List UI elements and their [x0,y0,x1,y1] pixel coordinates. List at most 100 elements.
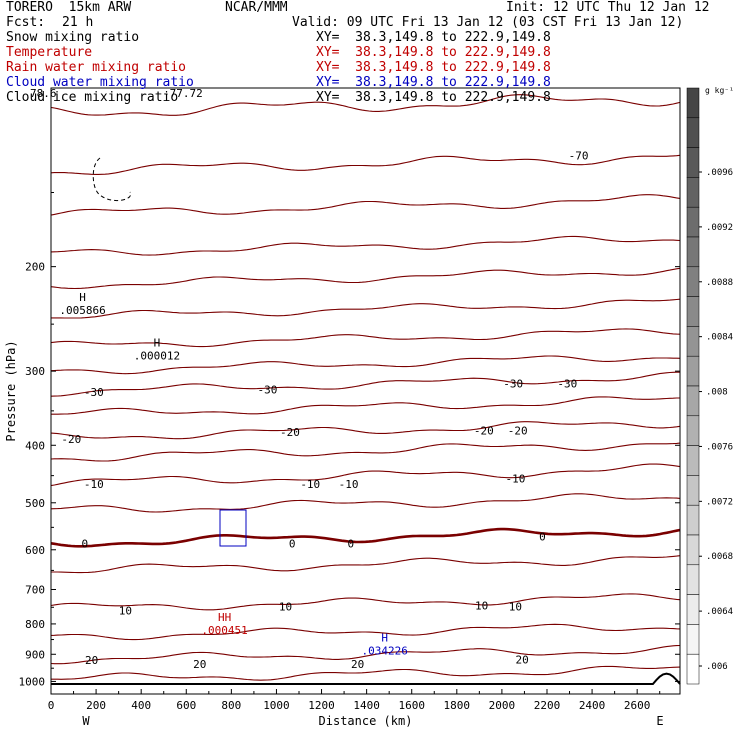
colorbar: g kg⁻¹ .0096 .0092 .0088 .0084 .008 .0076 .0072… [686,86,734,685]
extremum-value: .000451 [201,624,247,637]
colorbar-segment [686,534,700,566]
isotherm-label-20: 10 [509,601,522,614]
colorbar-segment [686,415,700,446]
colorbar-segment [686,564,700,595]
plot-frame [50,87,681,695]
terrain-surface [51,672,681,685]
x-tick-label: 1200 [308,699,335,712]
colorbar-tick-label: .0084 [706,333,733,343]
colorbar-segment [686,594,700,625]
colorbar-segment [686,117,700,148]
isotherm-label-4: -30 [557,378,577,391]
isotherm-10 [50,593,681,611]
isotherm-label-11: -10 [339,478,359,491]
isotherm-label-14: 0 [289,537,296,550]
extremum-high-label: HH [218,611,231,624]
x-tick-label: 2200 [534,699,561,712]
isotherm-label-13: 0 [82,537,89,550]
field-xy-cloud-water: XY= 38.3,149.8 to 222.9,149.8 [316,75,551,90]
y-tick-label: 900 [25,648,45,661]
init-time: Init: 12 UTC Thu 12 Jan 12 [506,0,710,15]
forecast-hours: 21 h [62,15,94,30]
colorbar-segment [686,355,700,387]
extremum-value: .000012 [134,349,180,362]
field-name-cloud-water: Cloud water mixing ratio [6,75,194,90]
isotherm-label-2: -30 [257,383,277,396]
isotherm-label-9: -10 [84,478,104,491]
colorbar-tick-label: .0092 [706,223,733,233]
x-tick-label: 800 [221,699,241,712]
colorbar-tick-label: .0072 [706,497,733,507]
colorbar-segment [686,147,700,178]
colorbar-segment [686,653,700,685]
rain-contour [219,509,247,547]
isotherm-label-17: 10 [119,605,132,618]
y-tick-label: 700 [25,584,45,597]
isotherm--55 [50,235,681,256]
isotherm--40 [50,328,681,348]
isotherm--35 [50,355,681,375]
x-tick-label: 200 [86,699,106,712]
x-end-label-west: W [82,714,90,728]
field-xy-cloud-ice: XY= 38.3,149.8 to 222.9,149.8 [316,90,551,105]
colorbar-tick-label: .0064 [706,607,733,617]
field-name-snow: Snow mixing ratio [6,30,140,45]
isotherm--20 [50,421,681,440]
isotherm-label-5: -20 [61,433,81,446]
y-tick-label: 600 [25,544,45,557]
isotherm--65 [50,154,681,175]
colorbar-segment [686,296,700,327]
model-title: TORERO 15km ARW [6,0,132,15]
forecast-label: Fcst: [6,15,46,30]
isotherm-label-10: -10 [300,478,320,491]
isotherm-contours [50,94,681,681]
isotherm-label-22: 20 [193,658,206,671]
colorbar-segment [686,385,700,417]
snow-contour [92,157,132,202]
colorbar-unit: g kg⁻¹ [705,86,734,95]
field-name-temperature: Temperature [6,45,93,60]
isotherm-label-1: -30 [84,386,104,399]
x-tick-label: 1800 [444,699,471,712]
isotherm-20 [50,644,681,665]
x-tick-label: 2400 [579,699,606,712]
x-tick-label: 1400 [353,699,380,712]
field-xy-rain: XY= 38.3,149.8 to 222.9,149.8 [316,60,551,75]
isotherm-label-16: 0 [539,531,546,544]
field-name-cloud-ice: Cloud ice mixing ratio [6,90,179,105]
isotherm-label-15: 0 [348,537,355,550]
colorbar-tick-label: .0088 [706,278,733,288]
colorbar-segment [686,326,700,357]
field-xy-temperature: XY= 38.3,149.8 to 222.9,149.8 [316,45,551,60]
isotherm-label-8: -20 [508,425,528,438]
y-tick-label: 1000 [19,675,46,688]
extremum-high-label: H [154,336,161,349]
colorbar-segment [686,206,700,238]
colorbar-tick-label: .0076 [706,442,733,452]
isotherm--25 [51,396,680,415]
y-tick-label: 300 [25,365,45,378]
org-label: NCAR/MMM [225,0,288,15]
isotherm-5 [51,555,681,574]
x-tick-label: 0 [48,699,55,712]
extremum-0: H.005866 [59,291,105,317]
isotherm--10 [50,463,681,487]
isotherm-label-24: 20 [516,653,529,666]
isotherm-label-18: 10 [279,601,292,614]
x-axis-label: Distance (km) [319,714,413,728]
isotherm--15 [50,442,681,462]
colorbar-segment [686,475,700,506]
x-tick-label: 1600 [398,699,425,712]
isotherm--5 [50,493,681,513]
valid-time: Valid: 09 UTC Fri 13 Jan 12 (03 CST Fri … [292,15,684,30]
colorbar-segment [686,445,700,476]
isotherm-label-6: -20 [280,426,300,439]
x-tick-label: 600 [176,699,196,712]
x-tick-label: 1000 [263,699,290,712]
colorbar-segment [686,177,700,208]
y-tick-label: 200 [25,261,45,274]
isotherm-25 [51,665,681,681]
colorbar-segment [686,266,700,297]
